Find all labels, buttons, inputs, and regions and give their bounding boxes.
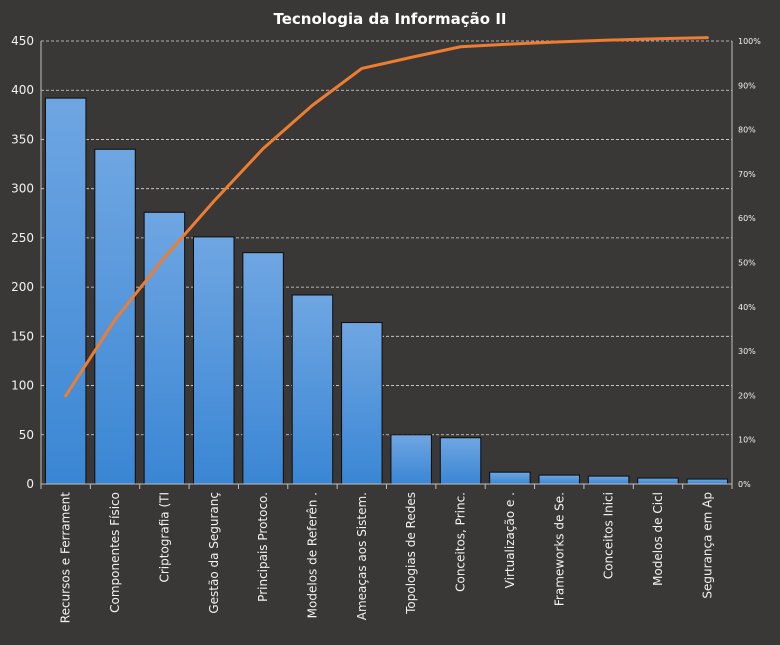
bar (193, 236, 235, 485)
y2-tick-label: 10% (738, 436, 756, 445)
bar (44, 97, 87, 485)
cumulative-line (64, 36, 709, 398)
y-tick-label: 0 (26, 477, 34, 491)
bar (637, 477, 679, 485)
y-tick-label: 450 (11, 34, 34, 48)
bar (538, 474, 580, 485)
x-tick-label: Principais Protoco. (256, 492, 270, 602)
bar (686, 478, 729, 485)
bar (242, 252, 284, 485)
x-axis: Recursos e Ferrament Componentes Físico Cr… (40, 483, 733, 623)
bar (143, 211, 186, 485)
y-tick-label: 350 (11, 132, 34, 146)
y2-tick-label: 0% (738, 480, 751, 489)
y2-tick-label: 40% (738, 303, 756, 312)
x-tick-label: Criptografia (TI (157, 492, 171, 583)
y-axis-right: 0% 10% 20% 30% 40% 50% 60% 70% 80% 90% 100% (731, 37, 761, 489)
bar (291, 294, 334, 485)
x-tick-label: Conceitos, Princ. (454, 492, 468, 592)
x-tick-label: Virtualização e . (503, 492, 517, 588)
y-tick-label: 400 (11, 83, 34, 97)
y-tick-label: 250 (11, 231, 34, 245)
x-tick-label: Topologias de Redes (404, 492, 418, 615)
x-tick-label: Segurança em Ap (700, 492, 714, 599)
x-tick-label: Componentes Físico (108, 492, 122, 613)
y-tick-label: 200 (11, 280, 34, 294)
x-tick-label: Frameworks de Se. (552, 492, 566, 606)
x-tick-label: Gestão da Seguranç (207, 492, 221, 614)
bar (587, 475, 630, 485)
y-tick-label: 150 (11, 329, 34, 343)
cumulative-percent-line (64, 36, 709, 398)
y2-tick-label: 100% (738, 37, 761, 46)
y2-tick-label: 60% (738, 214, 756, 223)
y2-tick-label: 20% (738, 391, 756, 400)
x-tick-label: Recursos e Ferrament (59, 492, 73, 623)
bar (341, 322, 383, 485)
y2-tick-label: 80% (738, 126, 756, 135)
y2-tick-label: 50% (738, 259, 756, 268)
y2-tick-label: 70% (738, 170, 756, 179)
y-tick-label: 300 (11, 182, 34, 196)
bar (390, 434, 432, 485)
x-tick-label: Ameaças aos Sistem. (355, 492, 369, 620)
bar (439, 437, 482, 485)
x-tick-label: Modelos de Cicl (651, 492, 665, 586)
y-tick-label: 100 (11, 379, 34, 393)
x-tick-label: Modelos de Referên . (305, 492, 319, 618)
y-tick-label: 50 (19, 428, 34, 442)
chart-title: Tecnologia da Informação II (274, 10, 507, 28)
bar (489, 471, 531, 485)
y-axis-left: 0 50 100 150 200 250 300 350 400 450 (11, 34, 42, 491)
bar (94, 148, 136, 485)
x-tick-label: Conceitos Inici (602, 492, 616, 579)
y2-tick-label: 30% (738, 347, 756, 356)
y2-tick-label: 90% (738, 81, 756, 90)
